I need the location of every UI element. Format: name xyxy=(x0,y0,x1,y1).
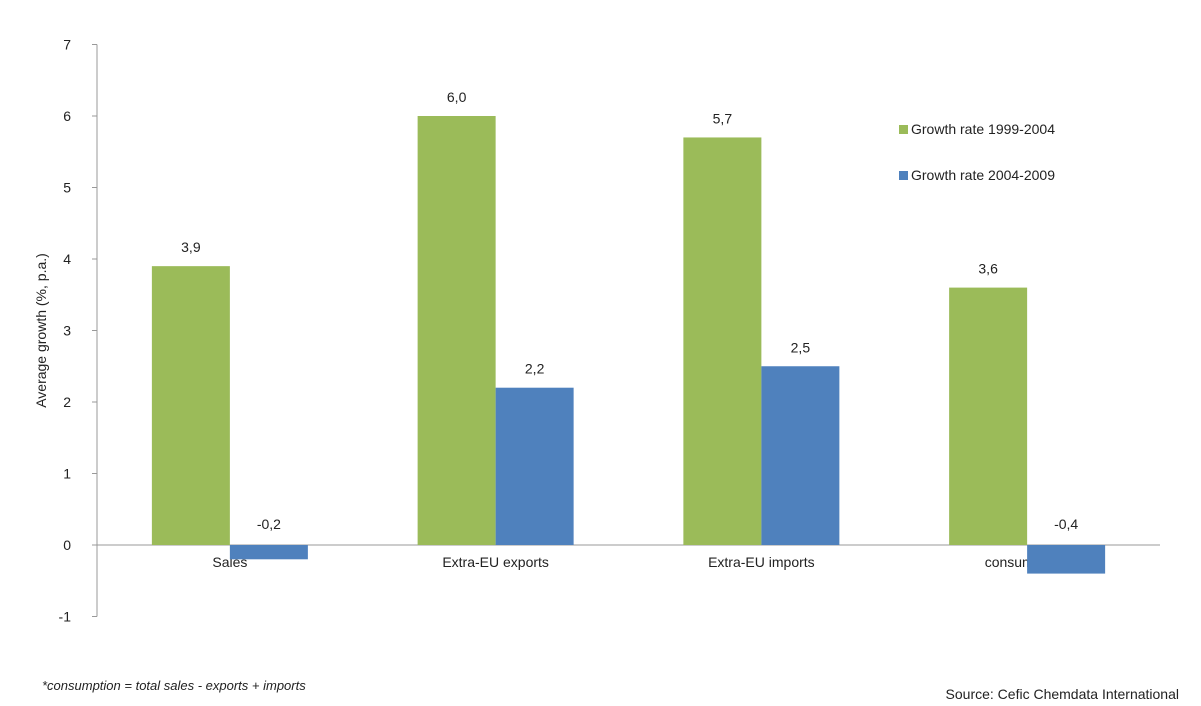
bar xyxy=(495,387,574,545)
data-label: 5,7 xyxy=(713,110,733,126)
bar xyxy=(417,116,496,545)
y-tick-label: 4 xyxy=(63,251,71,267)
bar xyxy=(683,137,762,545)
bar xyxy=(761,366,840,545)
data-label: 6,0 xyxy=(447,89,467,105)
data-label: 3,9 xyxy=(181,239,201,255)
y-tick-label: 6 xyxy=(63,108,71,124)
legend-item: Growth rate 1999-2004 xyxy=(911,121,1055,137)
bar xyxy=(1027,545,1106,574)
legend-item: Growth rate 2004-2009 xyxy=(911,167,1055,183)
y-axis-title: Average growth (%, p.a.) xyxy=(33,253,49,408)
bars xyxy=(151,116,1106,574)
data-labels: 3,9 -0,2 6,0 2,2 5,7 2,5 3,6 -0,4 xyxy=(181,89,1078,532)
y-tick-label: -1 xyxy=(59,609,72,625)
data-label: 2,5 xyxy=(791,339,811,355)
legend: Growth rate 1999-2004 Growth rate 2004-20… xyxy=(899,121,1055,183)
data-label: 2,2 xyxy=(525,361,545,377)
footnote: *consumption = total sales - exports + i… xyxy=(42,678,306,693)
data-label: -0,2 xyxy=(257,516,281,532)
bar xyxy=(229,545,308,560)
y-tick-label: 5 xyxy=(63,180,71,196)
bar xyxy=(151,266,230,545)
source-note: Source: Cefic Chemdata International xyxy=(945,686,1179,702)
data-label: -0,4 xyxy=(1054,516,1078,532)
x-category-label: Extra-EU imports xyxy=(708,554,815,570)
data-label: 3,6 xyxy=(978,261,998,277)
bar xyxy=(949,287,1028,545)
y-tick-label: 0 xyxy=(63,537,71,553)
y-tick-label: 1 xyxy=(63,466,71,482)
y-tick-label: 2 xyxy=(63,394,71,410)
legend-swatch xyxy=(899,125,908,134)
legend-swatch xyxy=(899,171,908,180)
x-category-label: Extra-EU exports xyxy=(442,554,549,570)
y-tick-label: 7 xyxy=(63,37,71,53)
y-tick-label: 3 xyxy=(63,323,71,339)
